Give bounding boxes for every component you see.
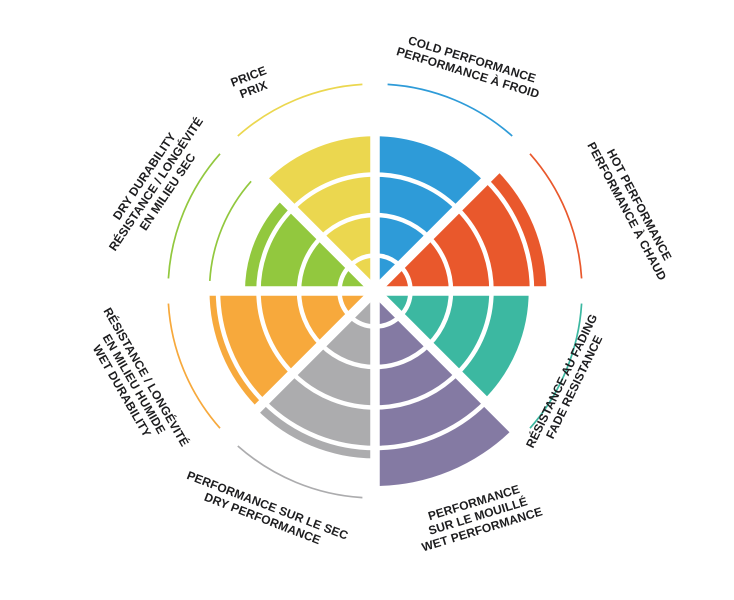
outer-arc-dry-performance: [237, 445, 363, 499]
outer-arc-wet-durability: [167, 303, 221, 429]
outer-arc-price: [237, 83, 363, 137]
segment-label-fade-resistance: RÉSISTANCE AU FADINGFADE RESISTANCE: [522, 311, 613, 456]
wedge-wet-durability: [209, 291, 375, 408]
segment-label-line: RÉSISTANCE / LONGÉVITÉ: [105, 114, 206, 253]
wedge-dry-performance: [256, 291, 375, 459]
outer-arc-cold-performance: [387, 83, 513, 137]
segment-label-line: PERFORMANCE À CHAUD: [584, 139, 670, 283]
segment-label-wet-durability: RÉSISTANCE / LONGÉVITÉEN MILIEU HUMIDEWE…: [76, 305, 192, 463]
segment-label-dry-performance: PERFORMANCE SUR LE SECDRY PERFORMANCE: [180, 468, 350, 556]
outer-arc-hot-performance: [529, 153, 583, 279]
inner-arc-dry-durability: [208, 180, 252, 281]
segment-label-cold-performance: COLD PERFORMANCEPERFORMANCE À FROID: [395, 31, 545, 101]
wedge-price: [265, 135, 375, 291]
outer-arc-dry-durability: [167, 153, 221, 279]
wedge-cold-performance: [375, 133, 487, 291]
segment-label-wet-performance: PERFORMANCESUR LE MOUILLÉWET PERFORMANCE: [412, 478, 544, 555]
wedge-wet-performance: [375, 291, 513, 486]
spoke-separator-3: [228, 144, 522, 438]
segment-label-hot-performance: HOT PERFORMANCEPERFORMANCE À CHAUD: [584, 133, 681, 283]
wedge-dry-durability: [245, 199, 375, 291]
segment-label-price: PRICEPRIX: [229, 63, 274, 102]
outer-arc-fade-resistance: [529, 303, 583, 429]
segment-label-dry-durability: DRY DURABILITYRÉSISTANCE / LONGÉVITÉEN M…: [94, 107, 217, 261]
